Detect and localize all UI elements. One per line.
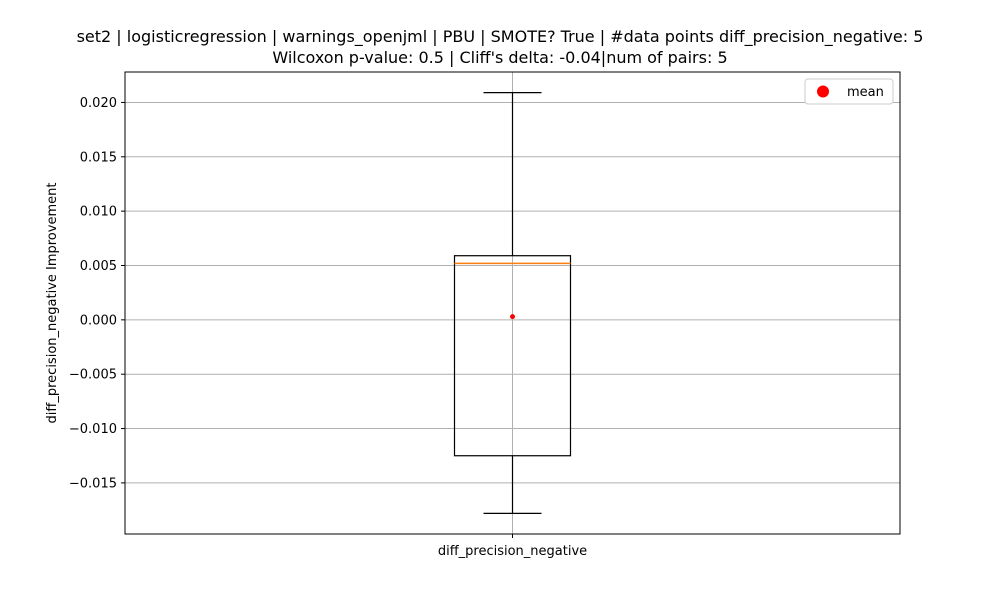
y-tick-label: −0.010 xyxy=(69,422,117,437)
x-tick-label: diff_precision_negative xyxy=(438,544,587,559)
axes: −0.015 −0.010 −0.005 0.000 0.005 0.010 0.015 0.… xyxy=(69,71,901,559)
legend-mean-marker xyxy=(817,85,829,98)
chart-title-line-1: set2 | logisticregression | warnings_ope… xyxy=(76,27,924,46)
y-tick-label: 0.015 xyxy=(80,150,117,165)
legend: mean xyxy=(804,78,894,105)
y-axis-label: diff_precision_negative Improvement xyxy=(45,183,60,424)
y-tick-label: −0.005 xyxy=(69,368,117,383)
y-tick-label: 0.000 xyxy=(80,313,117,328)
y-tick-label: 0.010 xyxy=(80,205,117,220)
mean-marker xyxy=(510,314,515,320)
legend-box xyxy=(804,78,894,105)
chart-title-line-2: Wilcoxon p-value: 0.5 | Cliff's delta: -… xyxy=(272,48,728,67)
box-plot xyxy=(453,92,572,514)
legend-mean-label: mean xyxy=(847,85,884,100)
y-tick-label: 0.020 xyxy=(80,96,117,111)
y-tick-label: −0.015 xyxy=(69,476,117,491)
y-tick-label: 0.005 xyxy=(80,259,117,274)
interquartile-box xyxy=(453,255,572,457)
